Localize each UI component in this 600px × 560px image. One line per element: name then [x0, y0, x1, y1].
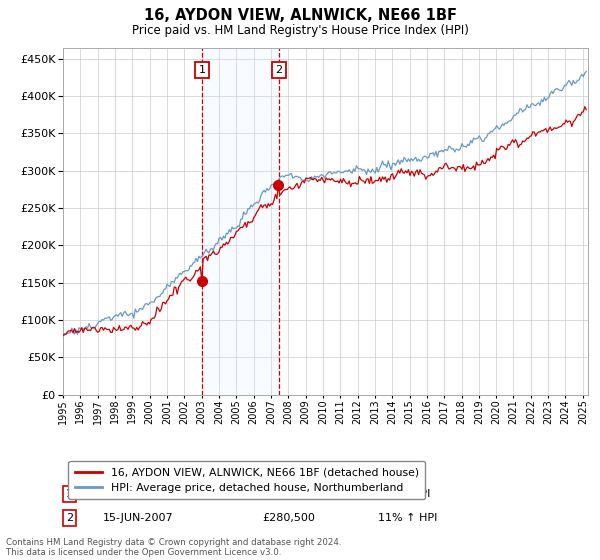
Bar [202, 48, 279, 395]
Text: 1: 1 [199, 65, 206, 75]
Text: Contains HM Land Registry data © Crown copyright and database right 2024.
This d: Contains HM Land Registry data © Crown c… [6, 538, 341, 557]
Text: 1: 1 [66, 489, 73, 499]
Text: 2: 2 [66, 513, 73, 523]
Text: 15-JUN-2007: 15-JUN-2007 [103, 513, 173, 523]
Text: 5% ↑ HPI: 5% ↑ HPI [378, 489, 430, 499]
Text: 16, AYDON VIEW, ALNWICK, NE66 1BF: 16, AYDON VIEW, ALNWICK, NE66 1BF [143, 8, 457, 24]
Text: Price paid vs. HM Land Registry's House Price Index (HPI): Price paid vs. HM Land Registry's House … [131, 24, 469, 36]
Text: £280,500: £280,500 [263, 513, 316, 523]
Legend: 16, AYDON VIEW, ALNWICK, NE66 1BF (detached house), HPI: Average price, detached: 16, AYDON VIEW, ALNWICK, NE66 1BF (detac… [68, 461, 425, 500]
Text: £152,900: £152,900 [263, 489, 316, 499]
Text: 2: 2 [275, 65, 283, 75]
Text: 17-JAN-2003: 17-JAN-2003 [103, 489, 172, 499]
Text: 11% ↑ HPI: 11% ↑ HPI [378, 513, 437, 523]
